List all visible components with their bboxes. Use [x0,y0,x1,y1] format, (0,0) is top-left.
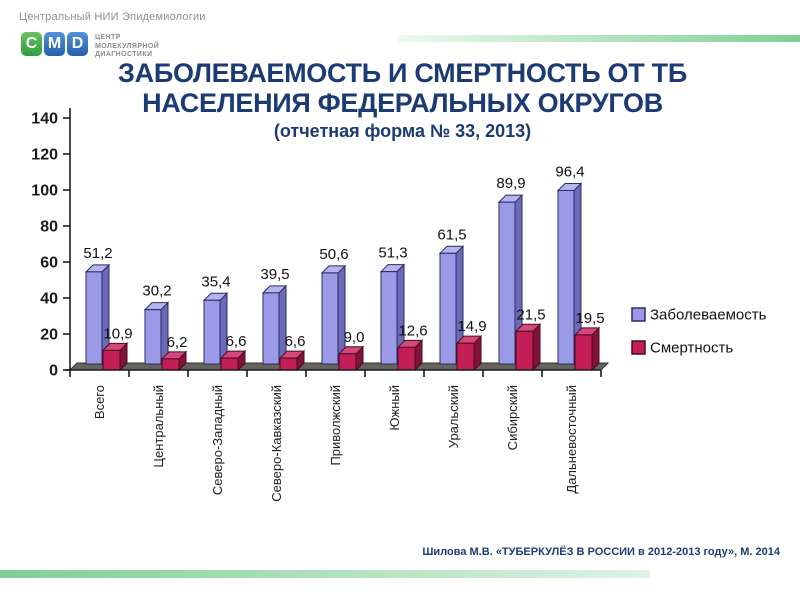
bar-mortality [101,342,129,372]
chart-plot [68,182,610,372]
bar-mortality [219,349,247,372]
x-category-label: Северо-Кавказский [269,385,284,502]
bar-mortality [278,349,306,372]
value-labels: 51,2 10,9 30,2 6,2 35,4 6,6 39,5 6,6 50,6 9,0 51,3… [83,163,604,350]
bar-mortality [396,339,424,372]
value-label-incidence: 61,5 [437,226,466,243]
x-category-label: Центральный [151,385,166,468]
x-category-label: Дальневосточный [564,385,579,494]
value-label-mortality: 6,2 [167,334,188,351]
logo-tagline-line: ДИАГНОСТИКИ [95,51,153,58]
value-label-incidence: 35,4 [201,273,230,290]
logo-tagline: ЦЕНТР МОЛЕКУЛЯРНОЙ ДИАГНОСТИКИ [95,34,159,60]
value-label-incidence: 39,5 [260,266,289,283]
value-label-incidence: 30,2 [142,283,171,300]
logo-tagline-line: ЦЕНТР [95,34,121,41]
bar-mortality [455,334,483,372]
legend: Заболеваемость Смертность [631,307,767,357]
value-label-mortality: 9,0 [344,329,365,346]
slide-title-line2: НАСЕЛЕНИЯ ФЕДЕРАЛЬНЫХ ОКРУГОВ [142,88,663,118]
logo-letter-m: M [44,32,65,56]
value-label-incidence: 96,4 [555,163,584,180]
value-label-mortality: 14,9 [457,318,486,335]
top-accent-bar [398,35,800,42]
bar-incidence [556,182,583,366]
y-tick-label: 100 [31,183,58,200]
bar-incidence [143,301,170,366]
organization-name: Центральный НИИ Эпидемиологии [19,11,206,23]
bar-incidence [438,245,465,366]
bar-incidence [497,193,524,366]
legend-label-mortality: Смертность [650,340,733,357]
x-category-label: Сибирский [505,385,520,450]
x-category-label: Всего [92,385,107,419]
legend-swatch-incidence [631,307,646,322]
slide-title-line1: ЗАБОЛЕВАЕМОСТЬ И СМЕРТНОСТЬ ОТ ТБ [118,58,687,88]
chart-floor [68,362,610,371]
value-label-mortality: 6,6 [285,333,306,350]
x-category-label: Уральский [446,385,461,448]
bar-mortality [514,323,542,372]
y-tick-label: 80 [40,219,58,236]
value-label-incidence: 89,9 [496,175,525,192]
value-label-mortality: 21,5 [516,306,545,323]
bar-incidence [202,292,229,366]
y-tick-label: 60 [40,255,58,272]
bar-incidence [84,263,111,366]
bar-mortality [160,350,188,372]
value-label-mortality: 19,5 [575,310,604,327]
chart-axes [63,108,602,377]
bar-incidence [379,263,406,366]
bar-incidence [261,284,288,366]
y-tick-label: 0 [49,363,58,380]
value-label-mortality: 10,9 [103,325,132,342]
legend-swatch-mortality [631,340,646,355]
y-tick-label: 120 [31,147,58,164]
cmd-logo: C M D [21,32,88,56]
citation: Шилова М.В. «ТУБЕРКУЛЁЗ В РОССИИ в 2012-… [422,546,780,558]
y-tick-label: 40 [40,291,58,308]
slide-subtitle: (отчетная форма № 33, 2013) [273,121,532,141]
bar-mortality [573,326,601,372]
bar-mortality [337,345,365,372]
value-label-mortality: 12,6 [398,322,427,339]
bottom-accent-bar [0,570,650,578]
value-label-incidence: 50,6 [319,246,348,263]
legend-label-incidence: Заболеваемость [650,307,767,324]
x-category-label: Приволжский [328,385,343,466]
x-category-label: Южный [387,385,402,431]
y-tick-label: 20 [40,327,58,344]
value-label-incidence: 51,2 [83,245,112,262]
value-label-incidence: 51,3 [378,245,407,262]
logo-letter-d: D [67,32,88,56]
x-category-label: Северо-Западный [210,385,225,495]
logo-tagline-line: МОЛЕКУЛЯРНОЙ [95,42,160,50]
bar-incidence [320,264,347,366]
x-axis-labels: Всего Центральный Северо-Западный Северо-Ка… [92,385,579,502]
value-label-mortality: 6,6 [226,333,247,350]
title-block: ЗАБОЛЕВАЕМОСТЬ И СМЕРТНОСТЬ ОТ ТБ НАСЕЛЕ… [5,58,800,142]
logo-letter-c: C [21,32,42,56]
